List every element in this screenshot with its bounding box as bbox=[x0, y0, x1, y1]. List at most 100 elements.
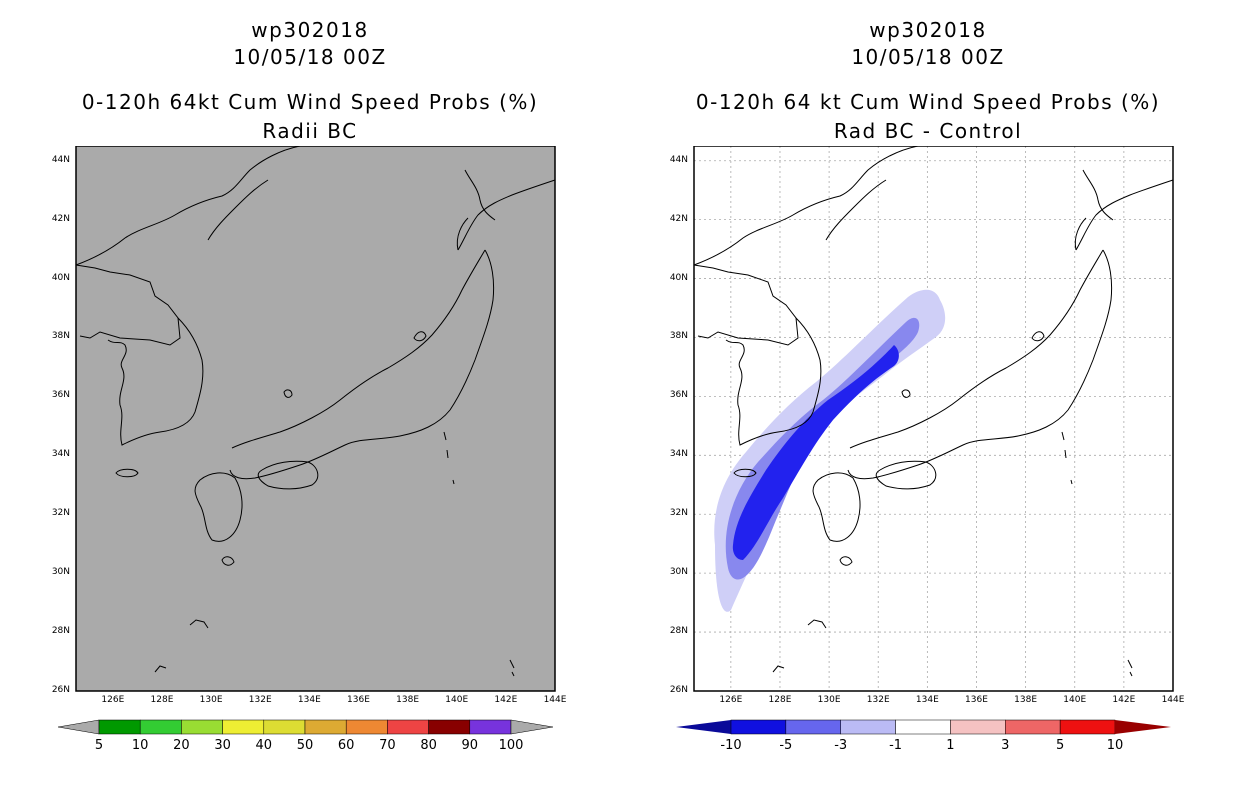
colorbar-bin bbox=[263, 719, 306, 735]
lon-tick-label: 128E bbox=[768, 695, 792, 705]
coastline-segment bbox=[509, 659, 515, 677]
colorbar-bin bbox=[98, 719, 141, 735]
colorbar-label: -3 bbox=[834, 738, 848, 753]
lat-tick-label: 36N bbox=[51, 390, 70, 401]
right-map-panel: wp302018 10/05/18 00Z 0-120h 64 kt Cum W… bbox=[618, 0, 1236, 800]
lon-tick-label: 140E bbox=[445, 695, 469, 705]
coastline-segment bbox=[257, 460, 319, 490]
colorbar-bin bbox=[345, 719, 388, 735]
colorbar-bin bbox=[139, 719, 182, 735]
coastline-segment bbox=[1031, 331, 1045, 342]
right-title-product: 0-120h 64 kt Cum Wind Speed Probs (%) bbox=[695, 90, 1161, 114]
shading-middle-contour bbox=[725, 317, 920, 580]
lat-tick-label: 40N bbox=[51, 272, 70, 283]
lat-tick-label: 28N bbox=[669, 626, 688, 637]
lon-tick-label: 134E bbox=[915, 695, 939, 705]
coastline-segment bbox=[812, 472, 861, 542]
colorbar-label: 10 bbox=[131, 738, 149, 753]
lon-tick-label: 126E bbox=[101, 695, 125, 705]
coastline-segment bbox=[1074, 217, 1087, 251]
lon-tick-label: 134E bbox=[297, 695, 321, 705]
lon-tick-label: 132E bbox=[248, 695, 272, 705]
colorbar-bin bbox=[222, 719, 265, 735]
lat-tick-label: 32N bbox=[51, 508, 70, 519]
coastline-segment bbox=[154, 665, 167, 673]
colorbar-bin bbox=[1059, 719, 1116, 735]
colorbar-bin bbox=[1005, 719, 1061, 735]
right-title-id: wp302018 bbox=[869, 18, 987, 42]
left-map bbox=[75, 146, 556, 692]
colorbar-label: 1 bbox=[946, 738, 955, 753]
colorbar-label: 50 bbox=[296, 738, 314, 753]
coastline-segment bbox=[847, 249, 1113, 480]
left-title-id: wp302018 bbox=[251, 18, 369, 42]
coastline-segment bbox=[229, 249, 495, 480]
lon-tick-label: 142E bbox=[494, 695, 518, 705]
lat-tick-label: 38N bbox=[669, 331, 688, 342]
coastline-segment bbox=[207, 179, 269, 241]
coastline bbox=[75, 146, 556, 677]
lat-tick-label: 30N bbox=[51, 567, 70, 578]
left-colorbar bbox=[57, 719, 554, 735]
coastline-segment bbox=[825, 179, 887, 241]
coastline-segment bbox=[464, 169, 496, 221]
coastline-segment bbox=[1061, 431, 1073, 485]
coastline-segment bbox=[283, 389, 293, 398]
coastline-segment bbox=[807, 619, 827, 629]
colorbar-label: 20 bbox=[173, 738, 190, 753]
lat-tick-label: 32N bbox=[669, 508, 688, 519]
lon-tick-label: 130E bbox=[199, 695, 223, 705]
colorbar-label: -1 bbox=[889, 738, 903, 753]
lon-tick-label: 130E bbox=[817, 695, 841, 705]
colorbar-label: 90 bbox=[461, 738, 479, 753]
colorbar-extend-low bbox=[676, 720, 731, 734]
coastline-segment bbox=[849, 249, 1104, 449]
colorbar-extend-low bbox=[57, 719, 100, 735]
colorbar-bin bbox=[785, 719, 841, 735]
colorbar-bin bbox=[469, 719, 512, 735]
coastline-segment bbox=[457, 179, 556, 251]
lon-tick-label: 138E bbox=[1014, 695, 1038, 705]
coastline-segment bbox=[839, 556, 853, 566]
lon-tick-label: 136E bbox=[965, 695, 988, 705]
coastline-segment bbox=[456, 217, 469, 251]
gridlines bbox=[694, 146, 1173, 691]
lon-tick-label: 138E bbox=[396, 695, 420, 705]
coastline-segment bbox=[413, 331, 427, 342]
left-title-sub: Radii BC bbox=[262, 119, 358, 143]
lon-tick-label: 136E bbox=[347, 695, 370, 705]
coastline-segment bbox=[1082, 169, 1114, 221]
colorbar-label: 100 bbox=[498, 738, 524, 753]
coastline-segment bbox=[725, 317, 822, 446]
colorbar-label: 5 bbox=[1056, 738, 1065, 753]
lon-tick-label: 128E bbox=[150, 695, 174, 705]
lat-tick-label: 42N bbox=[51, 213, 70, 224]
colorbar-bin bbox=[181, 719, 223, 735]
colorbar-bin bbox=[428, 719, 471, 735]
right-title-date: 10/05/18 00Z bbox=[851, 45, 1005, 69]
coastline-segment bbox=[1127, 659, 1133, 677]
left-map-panel: wp302018 10/05/18 00Z 0-120h 64kt Cum Wi… bbox=[51, 18, 567, 753]
coastline-segment bbox=[194, 472, 243, 542]
lon-tick-label: 126E bbox=[719, 695, 743, 705]
coastline-segment bbox=[693, 146, 919, 266]
lat-tick-label: 36N bbox=[669, 390, 688, 401]
colorbar-extend-high bbox=[510, 719, 554, 735]
coastline-segment bbox=[875, 460, 937, 490]
lat-tick-label: 44N bbox=[51, 154, 70, 165]
left-title-date: 10/05/18 00Z bbox=[233, 45, 387, 69]
colorbar-label: -5 bbox=[779, 738, 793, 753]
probability-difference-shading bbox=[714, 289, 946, 612]
lon-tick-label: 132E bbox=[866, 695, 890, 705]
lon-tick-label: 144E bbox=[1161, 695, 1185, 705]
right-map bbox=[693, 146, 1174, 692]
left-title-product: 0-120h 64kt Cum Wind Speed Probs (%) bbox=[81, 90, 539, 114]
lat-tick-label: 44N bbox=[669, 154, 688, 165]
colorbar-bin bbox=[895, 719, 951, 735]
coastline-segment bbox=[231, 249, 486, 449]
colorbar-label: 60 bbox=[337, 738, 355, 753]
colorbar-bin bbox=[730, 719, 787, 735]
lat-tick-label: 28N bbox=[51, 626, 70, 637]
coastline-segment bbox=[772, 665, 785, 673]
colorbar-label: -10 bbox=[720, 738, 742, 753]
